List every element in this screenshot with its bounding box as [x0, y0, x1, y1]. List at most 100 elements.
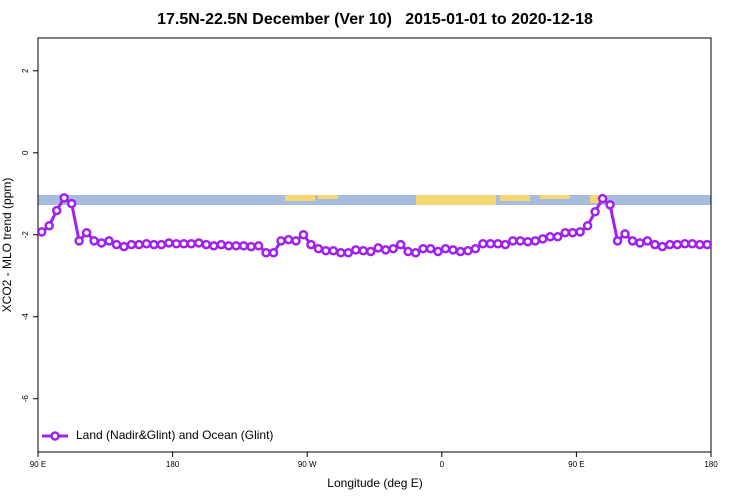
data-point — [410, 248, 421, 258]
data-point — [508, 236, 518, 246]
data-point — [194, 238, 204, 248]
legend-label: Land (Nadir&Glint) and Ocean (Glint) — [76, 428, 273, 442]
data-point — [238, 241, 249, 251]
data-point — [156, 239, 167, 250]
x-tick-label: 0 — [440, 460, 445, 469]
data-point — [111, 239, 122, 250]
data-point — [687, 239, 698, 249]
data-point — [380, 245, 391, 255]
data-point — [523, 236, 533, 247]
data-point — [313, 243, 324, 254]
x-tick-label: 180 — [166, 460, 180, 469]
data-point — [560, 227, 570, 238]
data-point — [403, 246, 413, 257]
x-axis-label: Longitude (deg E) — [327, 476, 422, 490]
data-point — [650, 239, 660, 250]
data-point — [171, 239, 182, 249]
data-point — [702, 239, 713, 250]
data-point — [530, 236, 541, 246]
data-point — [478, 239, 488, 249]
data-point — [433, 246, 443, 257]
data-point — [141, 239, 152, 249]
data-point — [321, 245, 331, 256]
data-point — [567, 227, 578, 238]
data-point — [695, 239, 705, 250]
data-point — [627, 236, 638, 246]
data-point — [366, 246, 376, 257]
data-point — [119, 241, 129, 252]
data-point — [388, 243, 398, 254]
data-point — [493, 239, 503, 249]
data-point — [582, 220, 593, 231]
data-point — [276, 236, 286, 246]
data-point — [149, 239, 159, 250]
data-point — [51, 205, 62, 216]
data-point — [448, 245, 458, 255]
land-ocean-strip — [38, 195, 711, 205]
data-point — [104, 236, 114, 246]
data-point — [612, 236, 623, 246]
chart-title: 17.5N-22.5N December (Ver 10) 2015-01-01… — [157, 11, 593, 28]
data-point — [81, 227, 92, 238]
data-point — [253, 241, 264, 251]
data-point — [201, 239, 211, 250]
data-point — [74, 236, 84, 246]
data-point — [96, 238, 107, 248]
data-point — [66, 198, 77, 209]
data-point — [665, 239, 675, 250]
data-point — [208, 241, 219, 251]
data-point — [395, 239, 406, 250]
data-point — [89, 236, 99, 246]
data-point — [44, 220, 54, 231]
x-tick-label: 180 — [704, 460, 718, 469]
y-tick-label: -4 — [21, 313, 30, 321]
data-point — [351, 245, 361, 255]
data-point — [635, 238, 645, 248]
data-point — [545, 232, 555, 242]
data-point — [261, 248, 271, 258]
data-point — [298, 230, 309, 240]
x-tick-label: 90 E — [568, 460, 584, 469]
data-point — [343, 248, 354, 258]
data-point — [455, 246, 466, 257]
y-axis-label: XCO2 - MLO trend (ppm) — [0, 178, 14, 313]
data-point — [246, 241, 256, 252]
data-point — [552, 232, 563, 242]
data-point — [126, 239, 137, 250]
data-point — [597, 193, 608, 204]
data-point — [373, 243, 383, 253]
data-point — [223, 241, 234, 251]
y-tick-label: -6 — [21, 395, 30, 403]
data-point — [485, 239, 496, 249]
data-point — [36, 227, 47, 237]
data-point — [642, 236, 653, 246]
data-point — [268, 248, 279, 258]
y-tick-label: 0 — [21, 150, 30, 155]
data-point — [216, 239, 226, 250]
data-point — [657, 241, 668, 252]
data-point — [425, 243, 436, 254]
data-point — [186, 239, 197, 249]
x-tick-label: 90 W — [298, 460, 317, 469]
data-point — [59, 193, 69, 203]
data-point — [291, 236, 301, 246]
data-point — [164, 238, 174, 248]
data-point — [605, 200, 615, 210]
data-point — [515, 236, 526, 246]
data-point — [134, 239, 144, 250]
data-point — [328, 245, 339, 256]
data-point — [500, 239, 511, 250]
data-point — [672, 239, 683, 250]
data-point — [575, 227, 585, 237]
data-point — [440, 243, 451, 254]
data-point — [231, 241, 241, 251]
legend-marker — [50, 431, 60, 441]
y-tick-label: -2 — [21, 231, 30, 239]
data-point — [179, 239, 189, 249]
data-point — [470, 243, 481, 254]
data-point — [418, 243, 428, 254]
data-point — [306, 239, 316, 250]
data-point — [620, 229, 630, 239]
data-point — [336, 248, 346, 258]
